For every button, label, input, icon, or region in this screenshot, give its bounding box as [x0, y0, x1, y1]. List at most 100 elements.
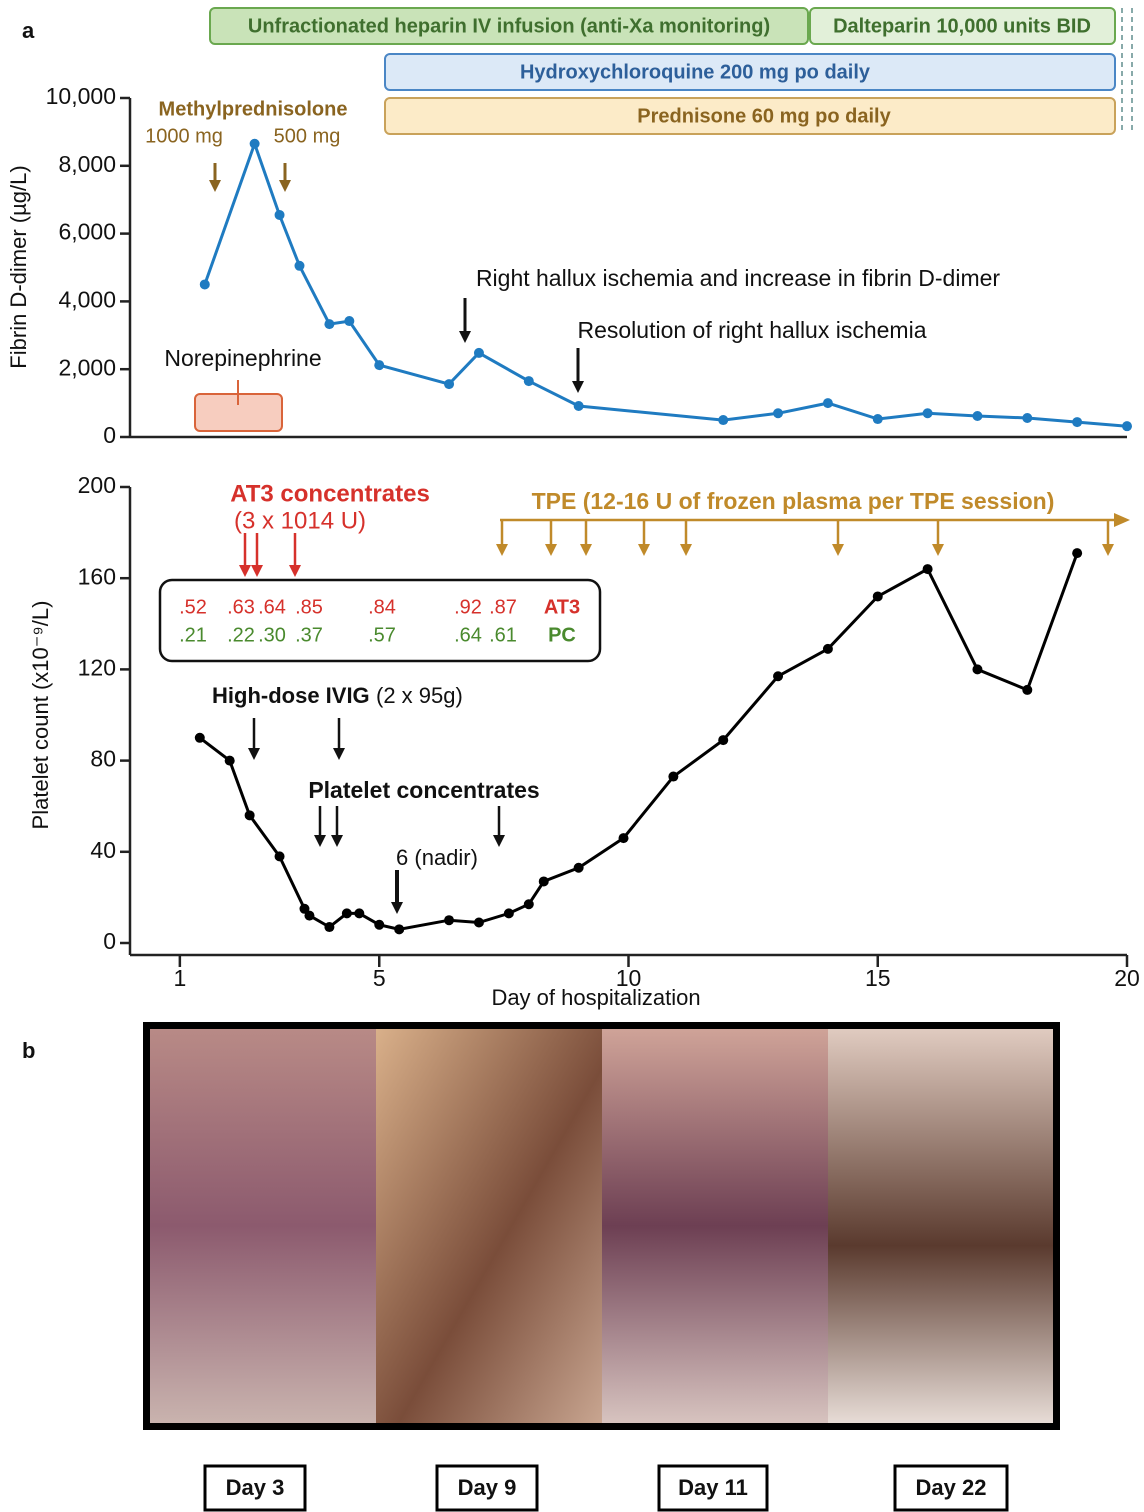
annotation: Right hallux ischemia and increase in fi… [476, 265, 1000, 291]
lab-name: PC [548, 624, 576, 646]
data-point [344, 316, 354, 326]
arrow-head [496, 544, 508, 556]
data-point [294, 261, 304, 271]
lab-value: .57 [368, 624, 396, 646]
arrow-head [239, 565, 251, 577]
lab-value: .84 [368, 596, 396, 618]
annotation: Platelet concentrates [308, 777, 539, 803]
annotation: Resolution of right hallux ischemia [577, 317, 926, 343]
x-tick-label: 20 [1114, 965, 1140, 991]
photo [376, 1029, 602, 1423]
data-point [823, 644, 833, 654]
data-point [304, 911, 314, 921]
photo [602, 1029, 828, 1423]
y-tick-label: 40 [90, 837, 116, 863]
photo [150, 1029, 376, 1423]
data-point [619, 833, 629, 843]
data-point [195, 733, 205, 743]
timeline-label: Prednisone 60 mg po daily [637, 105, 891, 127]
annotation: (3 x 1014 U) [234, 507, 366, 534]
caption-boxes [205, 1466, 1007, 1510]
data-point [718, 735, 728, 745]
arrow-head [251, 565, 263, 577]
data-point [773, 671, 783, 681]
data-point [718, 415, 728, 425]
timeline-continuation [1122, 8, 1132, 134]
arrow-head [331, 835, 343, 847]
timeline-label: Hydroxychloroquine 200 mg po daily [520, 61, 871, 83]
y-tick-label: 120 [78, 654, 116, 680]
lab-value: .87 [489, 596, 517, 618]
data-point [444, 379, 454, 389]
arrow-head [545, 544, 557, 556]
x-tick-label: 15 [865, 965, 891, 991]
y-tick-label: 0 [103, 422, 116, 448]
data-point [324, 319, 334, 329]
y-tick-label: 4,000 [58, 286, 116, 312]
data-point [374, 920, 384, 930]
y-tick-label: 10,000 [46, 83, 116, 109]
arrow-head [248, 748, 260, 760]
lab-value: .52 [179, 596, 207, 618]
annotation: Norepinephrine [164, 345, 321, 371]
photo-caption: Day 3 [226, 1475, 285, 1500]
data-point [873, 414, 883, 424]
lab-value: .22 [227, 624, 255, 646]
annotation: AT3 concentrates [230, 480, 430, 507]
photo-caption: Day 9 [458, 1475, 517, 1500]
x-axis-label: Day of hospitalization [491, 985, 700, 1010]
annotation: 6 (nadir) [396, 845, 478, 870]
data-point [324, 922, 334, 932]
data-point [504, 908, 514, 918]
y-axis-label: Platelet count (x10⁻⁹/L) [28, 601, 53, 830]
arrow-head [459, 331, 471, 343]
data-point [444, 915, 454, 925]
y-tick-label: 6,000 [58, 219, 116, 245]
data-point [524, 376, 534, 386]
data-point [354, 908, 364, 918]
data-point [923, 564, 933, 574]
data-point [539, 876, 549, 886]
annotation: High-dose IVIG [212, 683, 370, 708]
arrow-head [572, 381, 584, 393]
arrow-head [932, 544, 944, 556]
arrow-head [680, 544, 692, 556]
data-point [374, 360, 384, 370]
data-point [245, 810, 255, 820]
data-point [474, 348, 484, 358]
arrow-head [832, 544, 844, 556]
lab-value: .61 [489, 624, 517, 646]
lab-value: .92 [454, 596, 482, 618]
panel-label: b [22, 1038, 35, 1063]
y-tick-label: 200 [78, 472, 116, 498]
annotation: Methylprednisolone [159, 98, 348, 120]
data-point [972, 411, 982, 421]
arrow-head [580, 544, 592, 556]
tpe-head [1114, 513, 1130, 527]
photo-caption: Day 11 [678, 1475, 748, 1500]
lab-value: .85 [295, 596, 323, 618]
y-axis-label: Fibrin D-dimer (µg/L) [6, 165, 31, 368]
data-point [342, 908, 352, 918]
data-point [225, 756, 235, 766]
arrow-head [279, 180, 291, 192]
lab-value: .63 [227, 596, 255, 618]
lab-value: .30 [258, 624, 286, 646]
annotation: TPE (12-16 U of frozen plasma per TPE se… [532, 488, 1055, 514]
data-point [873, 591, 883, 601]
lab-value: .64 [258, 596, 286, 618]
data-point [1022, 685, 1032, 695]
arrow-head [1102, 544, 1114, 556]
data-point [823, 398, 833, 408]
lab-name: AT3 [544, 596, 580, 618]
arrow-head [638, 544, 650, 556]
y-tick-label: 8,000 [58, 151, 116, 177]
data-point [474, 917, 484, 927]
data-point [1072, 417, 1082, 427]
arrow-head [314, 835, 326, 847]
data-point [574, 863, 584, 873]
photo [828, 1029, 1053, 1423]
x-tick-label: 1 [173, 965, 186, 991]
annotation: (2 x 95g) [376, 683, 463, 708]
data-point [200, 279, 210, 289]
